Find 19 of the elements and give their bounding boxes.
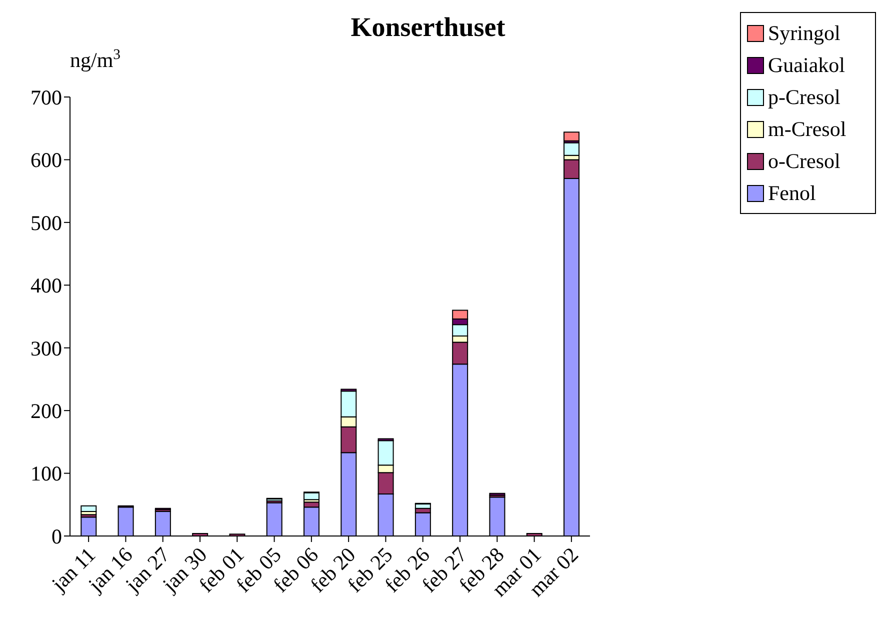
y-tick-label: 400 xyxy=(30,274,62,298)
bar xyxy=(80,505,97,512)
legend-label: Guaiakol xyxy=(768,52,845,78)
legend-label: m-Cresol xyxy=(768,116,846,142)
legend-label: Fenol xyxy=(768,180,816,206)
y-tick-label: 500 xyxy=(30,210,62,235)
legend-label: p-Cresol xyxy=(768,84,840,110)
legend-label: Syringol xyxy=(768,20,840,46)
y-tick-label: 200 xyxy=(30,399,62,424)
bar xyxy=(564,132,580,142)
legend-label: o-Cresol xyxy=(768,148,840,174)
y-tick-label: 300 xyxy=(30,336,62,360)
y-axis-title: ng/m$^{3}$ xyxy=(70,47,121,72)
y-tick-label: 0 xyxy=(52,524,62,548)
y-tick-label: 700 xyxy=(30,85,62,110)
y-tick-label: 100 xyxy=(30,462,62,486)
bar xyxy=(564,142,580,156)
chart-title: Konserthuset xyxy=(350,12,506,43)
y-tick-label: 600 xyxy=(30,148,62,172)
